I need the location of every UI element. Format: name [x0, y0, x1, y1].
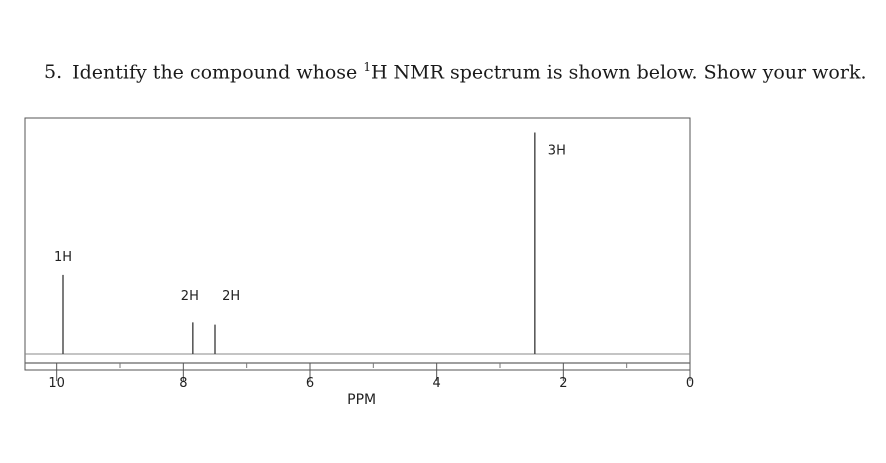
question-text: 5. Identify the compound whose 1H NMR spe… [44, 60, 867, 83]
x-axis-ticks-group: 10 8 6 4 2 0 [48, 363, 694, 391]
x-axis-label: PPM [347, 392, 376, 408]
plot-frame [24, 117, 691, 371]
x-tick-label-8: 8 [179, 376, 187, 391]
peak-label-4: 3H [548, 144, 566, 159]
isotope-superscript: 1 [363, 60, 371, 74]
x-tick-label-0: 0 [686, 376, 694, 391]
x-tick-label-2: 2 [559, 376, 567, 391]
baseline-group [25, 353, 690, 364]
x-tick-label-6: 6 [306, 376, 314, 391]
x-tick-label-4: 4 [433, 376, 441, 391]
question-number: 5. [44, 61, 63, 84]
question-text-start: Identify the compound whose [72, 61, 364, 84]
integration-label-2: 2H [222, 289, 240, 304]
plot-frame-group [24, 117, 691, 371]
x-tick-label-10: 10 [48, 376, 65, 391]
peaks-group: 1H 3H 2H 2H [54, 132, 566, 354]
integration-label-1: 2H [181, 289, 199, 304]
question-text-end: H NMR spectrum is shown below. Show your… [370, 61, 867, 84]
peak-label-1: 1H [54, 250, 72, 265]
